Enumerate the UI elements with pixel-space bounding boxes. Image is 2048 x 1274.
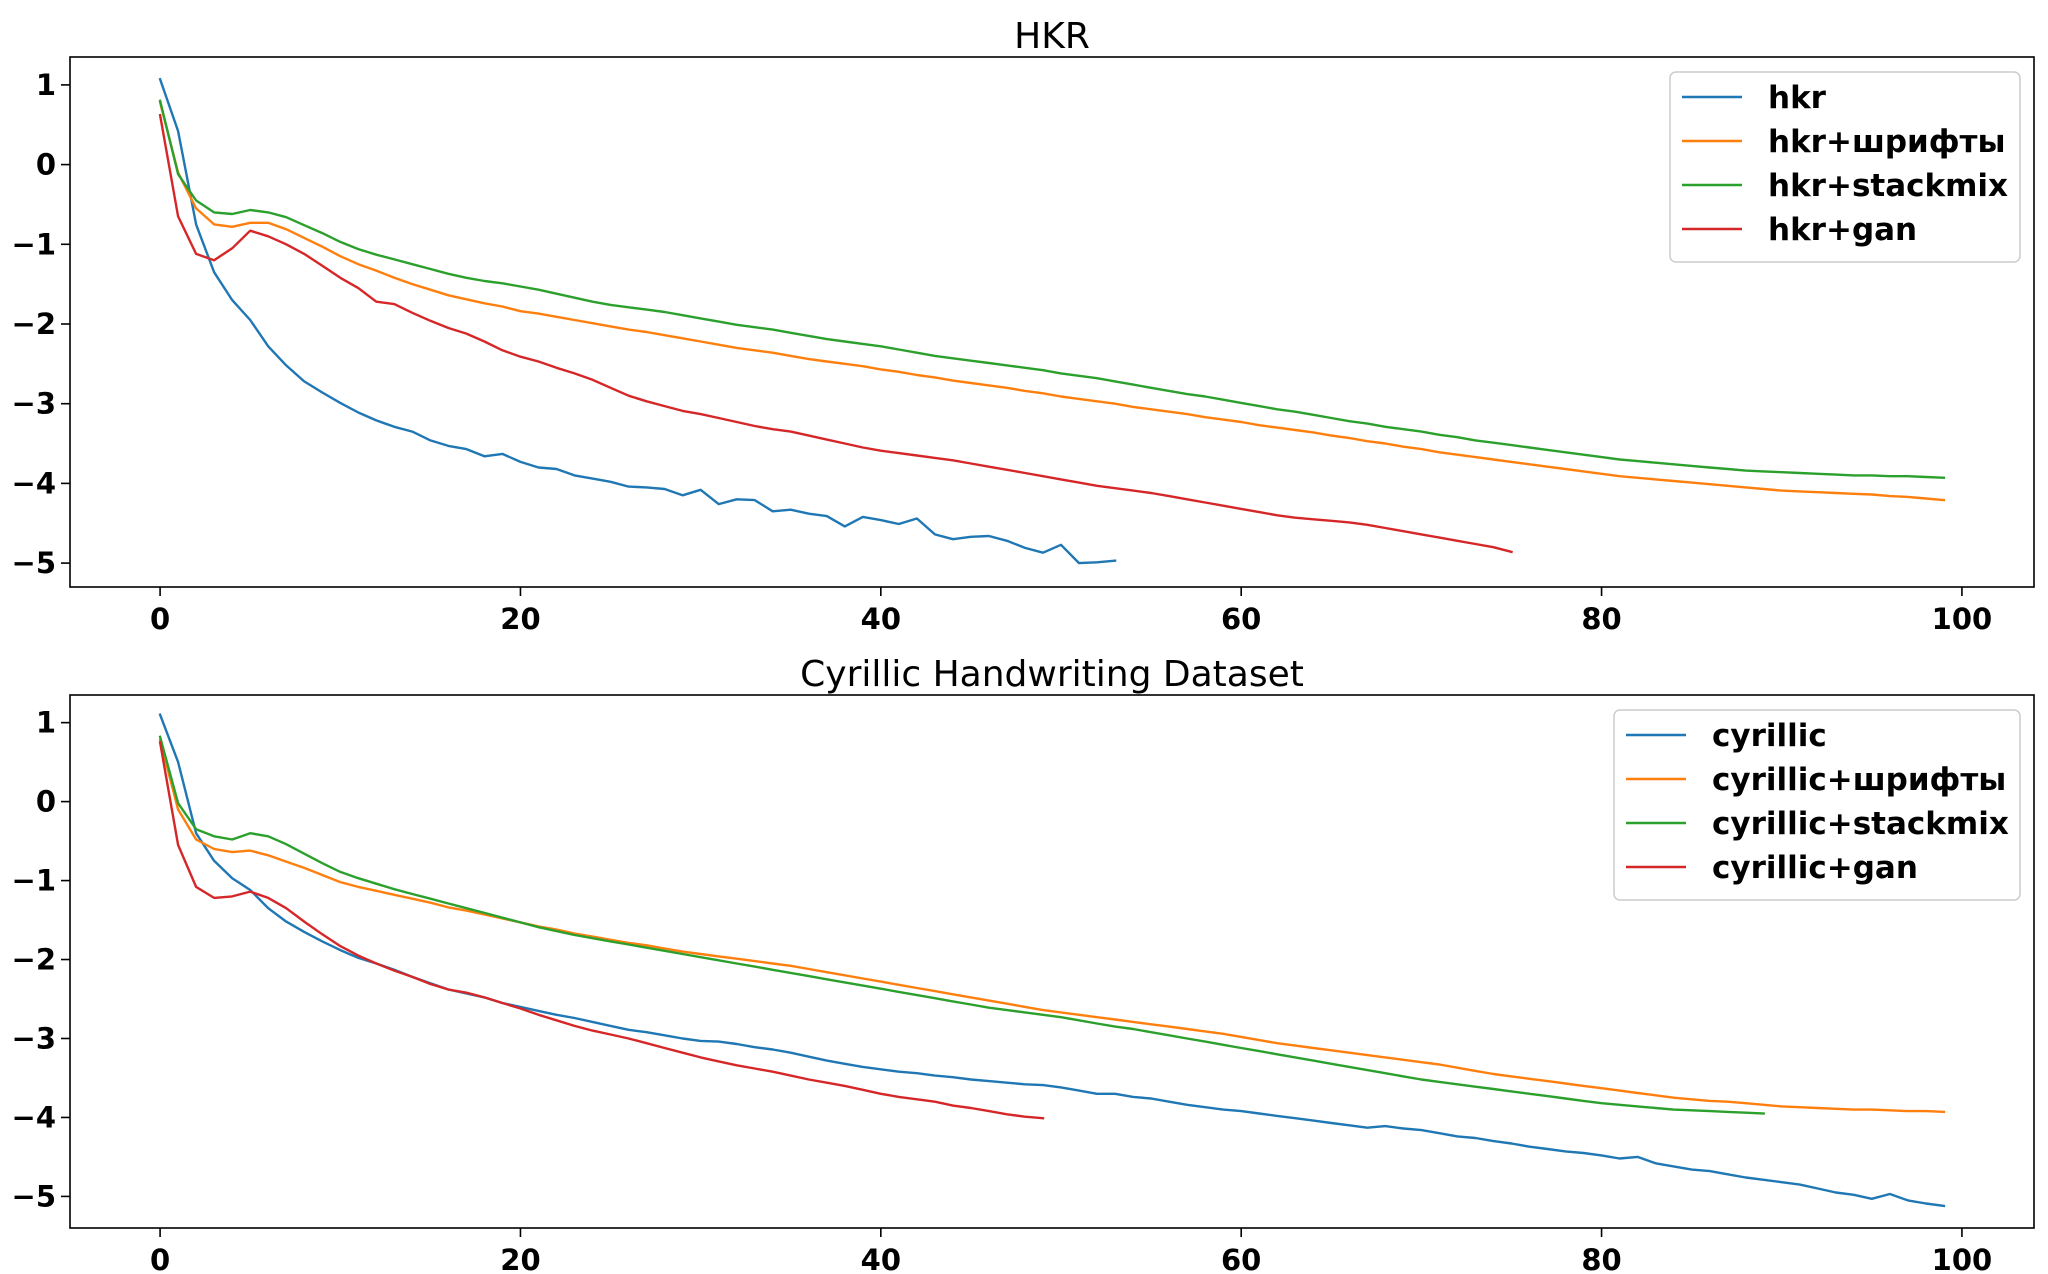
legend-label: cyrillic+шрифты [1712, 762, 2006, 798]
y-tick-label: −4 [12, 466, 56, 500]
y-tick-label: −3 [12, 387, 56, 421]
x-tick-label: 100 [1932, 602, 1993, 636]
series-line-cyrillic+gan [158, 741, 1045, 1120]
y-tick-label: −1 [12, 227, 56, 261]
chart-title: HKR [1014, 16, 1090, 57]
x-tick-label: 40 [861, 1243, 901, 1274]
series-line-hkr [158, 77, 1117, 565]
legend-label: hkr+stackmix [1768, 168, 2008, 204]
y-tick-label: 1 [36, 68, 56, 102]
chart-title: Cyrillic Handwriting Dataset [800, 654, 1304, 695]
series-line-hkr+шрифты [158, 100, 1946, 502]
legend-label: cyrillic+gan [1712, 850, 1918, 886]
legend-label: cyrillic+stackmix [1712, 806, 2009, 842]
y-tick-label: −1 [12, 864, 56, 898]
plot-frame [69, 694, 2035, 1229]
legend-label: hkr+шрифты [1768, 124, 2006, 160]
y-tick-label: −5 [12, 1179, 56, 1213]
y-tick-label: 1 [36, 706, 56, 740]
subplot-1: HKR 0 20 40 60 80 100 1 0 −1 −2 −3 −4 −5 hkr hkr+шрифты… [12, 16, 2035, 636]
x-tick-label: 60 [1221, 1243, 1261, 1274]
y-tick-label: 0 [36, 148, 56, 182]
x-tick-label: 20 [500, 602, 540, 636]
legend-label: cyrillic [1712, 718, 1827, 754]
y-tick-label: −5 [12, 546, 56, 580]
x-tick-label: 20 [500, 1243, 540, 1274]
series-group [158, 713, 1946, 1208]
y-tick-label: −2 [12, 307, 56, 341]
legend-label: hkr+gan [1768, 212, 1917, 248]
series-line-cyrillic+шрифты [158, 738, 1946, 1114]
legend-label: hkr [1768, 80, 1827, 116]
x-tick-label: 0 [150, 602, 170, 636]
x-tick-label: 0 [150, 1243, 170, 1274]
x-tick-label: 40 [861, 602, 901, 636]
legend: hkr hkr+шрифты hkr+stackmix hkr+gan [1669, 71, 2021, 263]
y-tick-label: −3 [12, 1021, 56, 1055]
legend-box [1669, 71, 2021, 263]
legend-box [1613, 709, 2021, 901]
y-tick-label: −4 [12, 1100, 56, 1134]
series-line-hkr+gan [158, 113, 1513, 554]
plot-frame [69, 56, 2035, 588]
legend: cyrillic cyrillic+шрифты cyrillic+stackmix… [1613, 709, 2021, 901]
y-tick-label: −2 [12, 943, 56, 977]
series-line-hkr+stackmix [158, 99, 1946, 480]
x-tick-label: 80 [1581, 602, 1621, 636]
series-group [158, 77, 1946, 565]
x-tick-label: 60 [1221, 602, 1261, 636]
x-tick-label: 80 [1581, 1243, 1621, 1274]
series-line-cyrillic+stackmix [158, 735, 1765, 1115]
x-tick-label: 100 [1932, 1243, 1993, 1274]
y-tick-label: 0 [36, 785, 56, 819]
subplot-2: Cyrillic Handwriting Dataset 0 20 40 60 80 100… [12, 654, 2035, 1274]
